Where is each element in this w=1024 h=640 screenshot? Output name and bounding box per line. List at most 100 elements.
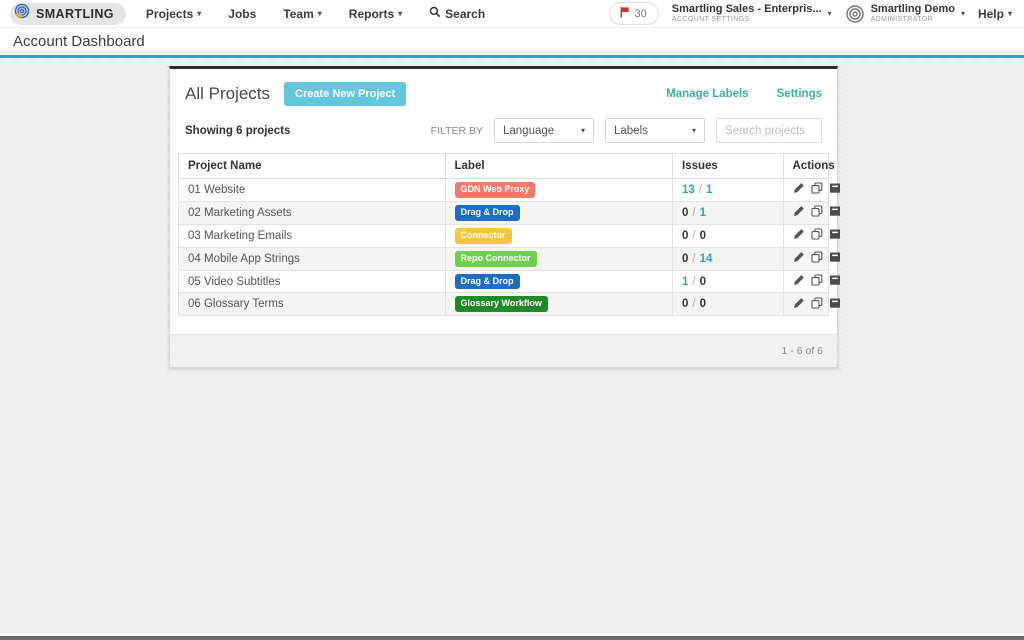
issues-resolved-count: 0 (699, 229, 707, 242)
issues-open-count: 0 (682, 229, 689, 242)
edit-project-button[interactable] (793, 297, 805, 312)
projects-table-body: 01 Website GDN Web Proxy 13/1 (178, 178, 840, 317)
project-label-badge: GDN Web Proxy (454, 182, 536, 198)
pagination-text: 1 - 6 of 6 (781, 345, 823, 358)
archive-project-button[interactable] (829, 205, 841, 220)
project-label-badge: Connector (454, 227, 512, 244)
project-name: 01 Website (188, 183, 246, 196)
pencil-icon (793, 297, 805, 312)
smartling-logo[interactable]: SMARTLING (10, 2, 126, 25)
filter-row: Showing 6 projects FILTER BY Language ▾ … (170, 114, 837, 153)
issues-open-count[interactable]: 13 (682, 183, 695, 196)
edit-project-button[interactable] (793, 251, 805, 266)
project-row: 03 Marketing Emails Connector 0/0 (178, 223, 840, 248)
edit-project-button[interactable] (793, 182, 805, 197)
issues-open-count[interactable]: 1 (682, 275, 689, 288)
brand-name: SMARTLING (36, 6, 114, 21)
nav-team[interactable]: Team ▾ (283, 6, 322, 21)
account-name: Smartling Sales - Enterpris... (671, 3, 822, 16)
archive-box-icon (829, 274, 841, 289)
flagged-issues-badge[interactable]: 30 (608, 2, 659, 25)
issues-resolved-count[interactable]: 1 (706, 183, 713, 196)
issues-open-count: 0 (682, 298, 689, 311)
nav-search[interactable]: Search (429, 6, 485, 21)
page-title: Account Dashboard (13, 33, 145, 50)
archive-box-icon (829, 251, 841, 266)
archive-box-icon (829, 205, 841, 220)
navbar-right: 30 Smartling Sales - Enterpris... ACCOUN… (608, 2, 1012, 25)
labels-filter-select[interactable]: Labels ▾ (605, 118, 705, 143)
pagination-bar: 1 - 6 of 6 (170, 334, 837, 368)
column-header: Issues (672, 153, 784, 179)
copy-icon (810, 228, 823, 243)
copy-icon (810, 205, 823, 220)
copy-icon (810, 251, 823, 266)
pencil-icon (793, 205, 805, 220)
account-settings-menu[interactable]: Smartling Sales - Enterpris... ACCOUNT S… (672, 3, 832, 24)
language-filter-select[interactable]: Language ▾ (494, 118, 594, 143)
archive-project-button[interactable] (829, 228, 841, 243)
project-name: 06 Glossary Terms (188, 298, 284, 311)
archive-project-button[interactable] (829, 182, 841, 197)
archive-box-icon (829, 297, 841, 312)
project-label-badge: Drag & Drop (454, 273, 520, 290)
project-name: 02 Marketing Assets (188, 206, 292, 219)
issues-open-count: 0 (682, 206, 689, 219)
project-name: 04 Mobile App Strings (188, 252, 300, 265)
pencil-icon (793, 274, 805, 289)
search-projects-input[interactable] (716, 118, 822, 143)
archive-box-icon (829, 228, 841, 243)
column-header: Actions (782, 153, 835, 179)
panel-title: All Projects (185, 84, 271, 103)
project-name: 03 Marketing Emails (188, 229, 293, 242)
clone-project-button[interactable] (810, 205, 823, 220)
archive-project-button[interactable] (829, 274, 841, 289)
nav-help[interactable]: Help ▾ (977, 6, 1012, 21)
nav-projects[interactable]: Projects ▾ (145, 6, 202, 21)
project-row: 01 Website GDN Web Proxy 13/1 (178, 178, 840, 202)
edit-project-button[interactable] (793, 205, 805, 220)
edit-project-button[interactable] (793, 228, 805, 243)
nav-jobs[interactable]: Jobs (228, 6, 257, 21)
project-name: 05 Video Subtitles (188, 275, 281, 288)
project-label-badge: Glossary Workflow (454, 296, 548, 313)
archive-project-button[interactable] (829, 297, 841, 312)
filter-by-label: FILTER BY (430, 124, 483, 137)
edit-project-button[interactable] (793, 274, 805, 289)
manage-labels-link[interactable]: Manage Labels (666, 88, 749, 100)
projects-table-wrap: Project Name Label Issues Actions 01 Websit… (178, 153, 840, 317)
issues-resolved-count[interactable]: 1 (699, 206, 707, 219)
clone-project-button[interactable] (810, 297, 823, 312)
avatar (845, 4, 865, 24)
chevron-down-icon: ▾ (1007, 8, 1012, 18)
flag-icon (619, 6, 630, 21)
clone-project-button[interactable] (810, 251, 823, 266)
chevron-down-icon: ▾ (960, 8, 965, 18)
archive-project-button[interactable] (829, 251, 841, 266)
settings-link[interactable]: Settings (776, 88, 822, 100)
top-navbar: SMARTLING Projects ▾ Jobs Team ▾ Reports ▾ … (0, 0, 1024, 28)
project-row: 06 Glossary Terms Glossary Workflow 0/0 (178, 292, 840, 317)
archive-box-icon (829, 182, 841, 197)
panel-header: All Projects Create New Project Manage L… (170, 69, 837, 114)
user-name: Smartling Demo (870, 3, 955, 16)
showing-count-text: Showing 6 projects (185, 124, 291, 137)
all-projects-panel: All Projects Create New Project Manage L… (169, 66, 840, 369)
project-row: 02 Marketing Assets Drag & Drop 0/1 (178, 200, 840, 225)
clone-project-button[interactable] (810, 182, 823, 197)
project-label-badge: Drag & Drop (454, 204, 520, 221)
issues-resolved-count: 0 (699, 298, 707, 311)
copy-icon (810, 182, 823, 197)
copy-icon (810, 297, 823, 312)
nav-reports[interactable]: Reports ▾ (348, 6, 403, 21)
clone-project-button[interactable] (810, 228, 823, 243)
issues-open-count: 0 (682, 252, 689, 265)
create-new-project-button[interactable]: Create New Project (284, 82, 407, 106)
user-menu[interactable]: Smartling Demo ADMINISTRATOR ▾ (845, 3, 965, 24)
project-row: 04 Mobile App Strings Repo Connector 0/1… (178, 246, 840, 271)
chevron-down-icon: ▾ (827, 8, 832, 18)
issues-resolved-count[interactable]: 14 (699, 252, 713, 265)
page-content: All Projects Create New Project Manage L… (0, 58, 1024, 633)
user-role: ADMINISTRATOR (870, 15, 934, 23)
clone-project-button[interactable] (810, 274, 823, 289)
